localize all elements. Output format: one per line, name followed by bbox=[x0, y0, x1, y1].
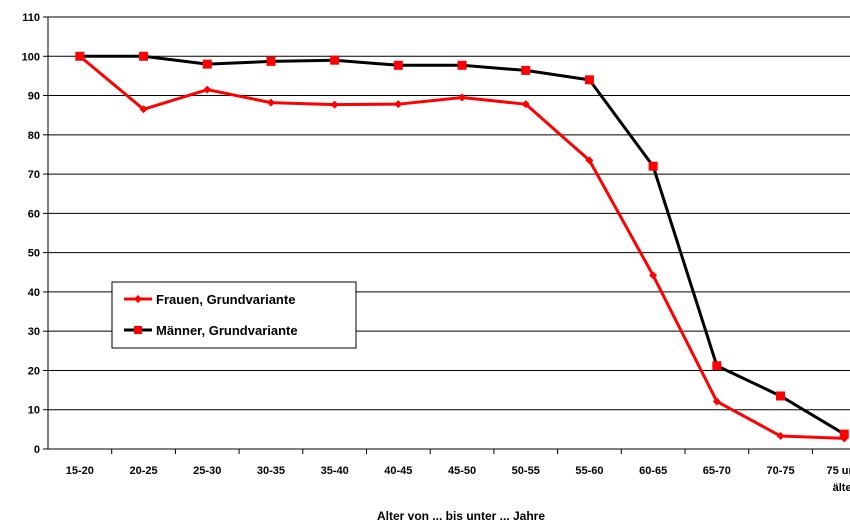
series-line-1 bbox=[79, 54, 846, 436]
legend-label-frauen: Frauen, Grundvariante bbox=[156, 292, 295, 307]
point-1-2 bbox=[202, 59, 212, 69]
y-tick-label-50: 50 bbox=[28, 248, 40, 260]
point-0-5 bbox=[394, 100, 403, 109]
legend-marker-frauen bbox=[134, 295, 142, 303]
point-1-8 bbox=[584, 75, 594, 85]
y-tick-label-0: 0 bbox=[34, 444, 40, 456]
point-1-4 bbox=[330, 55, 340, 65]
point-1-6 bbox=[457, 60, 467, 70]
y-tick-label-100: 100 bbox=[22, 51, 40, 63]
point-0-2 bbox=[203, 85, 212, 94]
y-tick-label-70: 70 bbox=[28, 169, 40, 181]
x-tick-label-12-line2: älter bbox=[833, 482, 850, 494]
point-1-5 bbox=[393, 60, 403, 70]
y-tick-label-40: 40 bbox=[28, 287, 40, 299]
y-tick-label-20: 20 bbox=[28, 365, 40, 377]
x-tick-label-0: 15-20 bbox=[66, 465, 94, 477]
y-tick-label-30: 30 bbox=[28, 326, 40, 338]
x-tick-label-6: 45-50 bbox=[448, 465, 476, 477]
point-0-11 bbox=[776, 432, 785, 441]
x-tick-label-1: 20-25 bbox=[129, 465, 157, 477]
point-1-3 bbox=[266, 56, 276, 66]
y-tick-label-80: 80 bbox=[28, 130, 40, 142]
legend-marker-maenner bbox=[134, 326, 142, 334]
x-tick-label-9: 60-65 bbox=[639, 465, 667, 477]
point-0-6 bbox=[458, 93, 467, 102]
x-tick-label-10: 65-70 bbox=[703, 465, 731, 477]
point-1-12 bbox=[839, 429, 849, 439]
x-tick-label-3: 30-35 bbox=[257, 465, 285, 477]
x-tick-label-4: 35-40 bbox=[321, 465, 349, 477]
gridlines bbox=[48, 16, 850, 411]
y-tick-label-110: 110 bbox=[22, 12, 40, 24]
legend-box bbox=[111, 281, 357, 349]
point-1-10 bbox=[712, 361, 722, 371]
x-tick-label-8: 55-60 bbox=[575, 465, 603, 477]
point-0-1 bbox=[139, 105, 148, 114]
point-1-7 bbox=[521, 65, 531, 75]
point-1-11 bbox=[776, 391, 786, 401]
point-0-4 bbox=[330, 100, 339, 109]
x-tick-label-11: 70-75 bbox=[766, 465, 794, 477]
point-1-9 bbox=[648, 161, 658, 171]
x-tick-label-5: 40-45 bbox=[384, 465, 412, 477]
series-group bbox=[75, 51, 849, 443]
legend-label-maenner: Männer, Grundvariante bbox=[156, 323, 298, 338]
legend: Frauen, Grundvariante Männer, Grundvaria… bbox=[111, 281, 357, 349]
point-0-0 bbox=[75, 52, 84, 61]
point-0-7 bbox=[521, 100, 530, 109]
point-1-1 bbox=[139, 51, 149, 61]
axes bbox=[43, 16, 850, 454]
series-line-0 bbox=[78, 55, 845, 440]
point-0-12 bbox=[840, 434, 849, 443]
y-tick-labels: 0 10 20 30 40 50 60 70 80 90 100 110 bbox=[22, 12, 40, 456]
point-0-10 bbox=[712, 397, 721, 406]
point-0-8 bbox=[585, 156, 594, 165]
x-tick-label-12: 75 und bbox=[827, 465, 850, 477]
x-axis-label: Alter von ... bis unter ... Jahre bbox=[377, 509, 545, 523]
y-tick-label-90: 90 bbox=[28, 91, 40, 103]
y-tick-label-60: 60 bbox=[28, 208, 40, 220]
x-tick-label-2: 25-30 bbox=[193, 465, 221, 477]
x-tick-label-7: 50-55 bbox=[512, 465, 540, 477]
point-0-3 bbox=[266, 98, 275, 107]
x-tick-labels: 15-20 20-25 25-30 30-35 35-40 40-45 45-50 50-55… bbox=[66, 465, 850, 494]
y-tick-label-10: 10 bbox=[28, 405, 40, 417]
point-0-9 bbox=[649, 271, 658, 280]
